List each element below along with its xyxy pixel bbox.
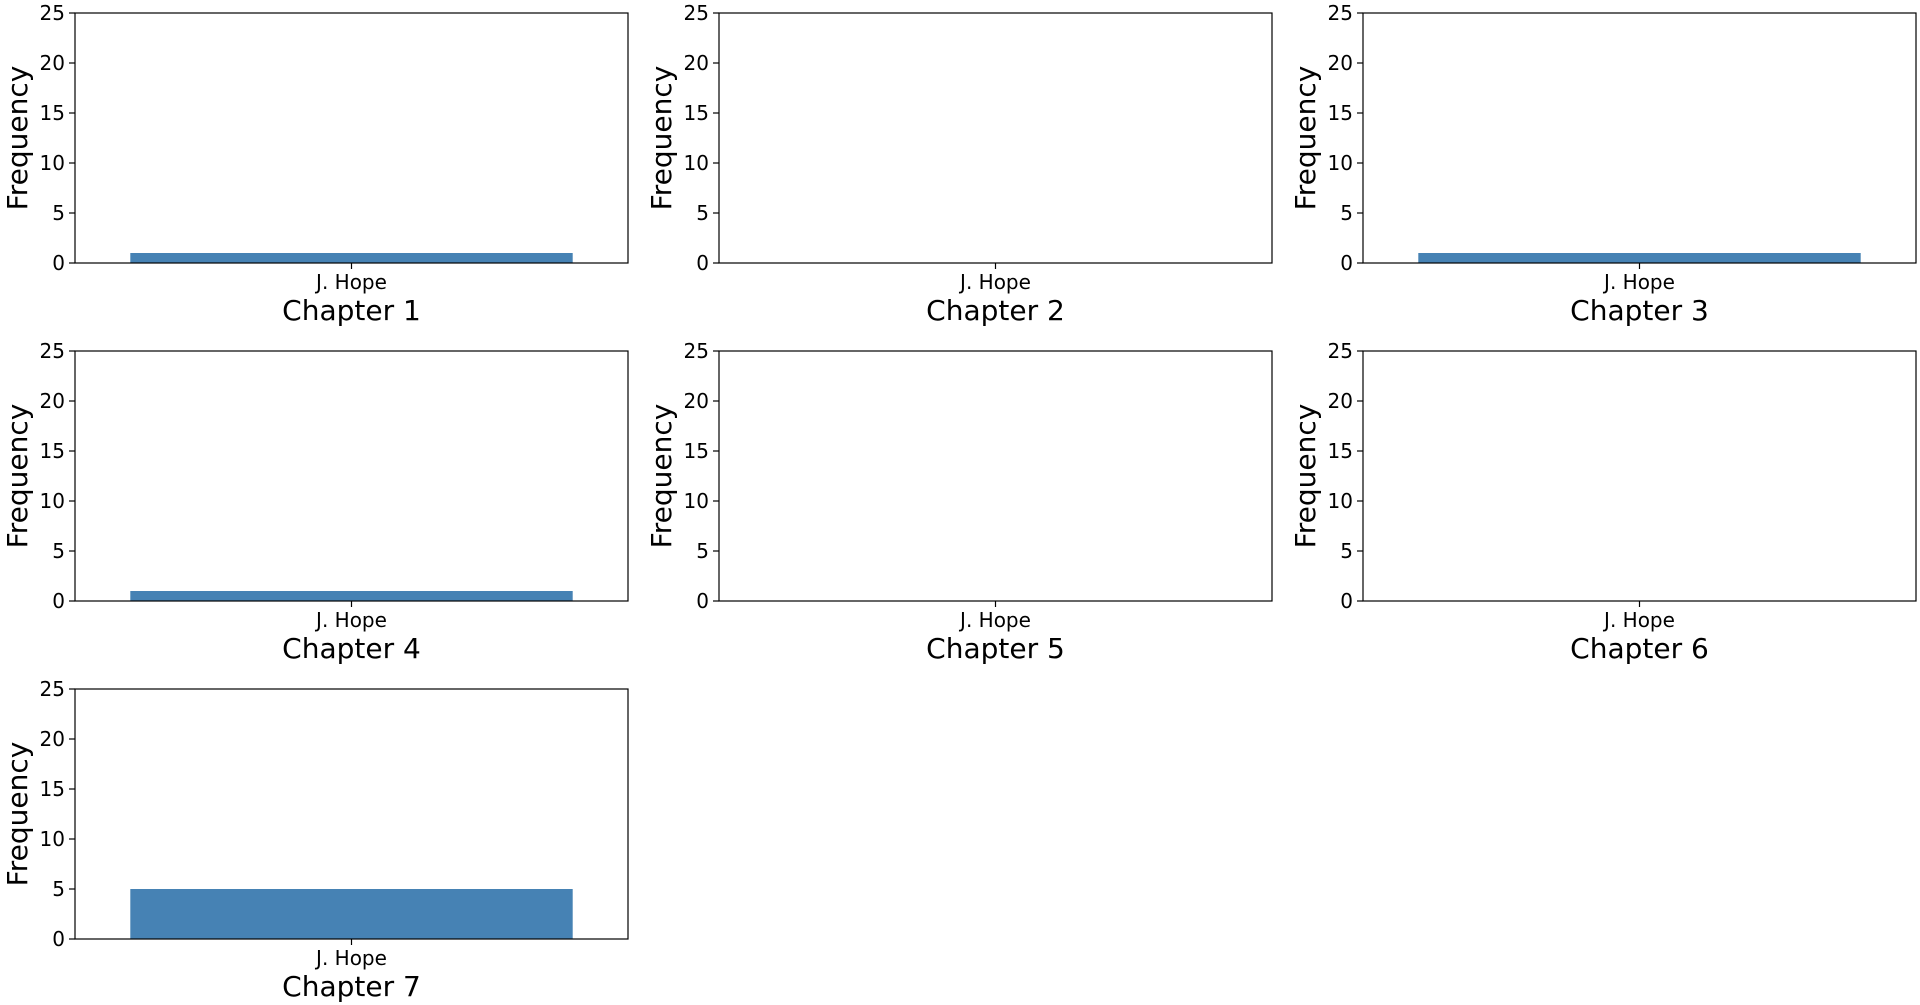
plot-frame-2 [718, 12, 1273, 264]
y-tick-label: 25 [1328, 1, 1353, 25]
plot-frame-5 [718, 350, 1273, 602]
y-tick-label: 5 [1340, 539, 1353, 563]
bar-j-hope-chapter-4 [130, 591, 573, 601]
y-tick-label: 5 [696, 539, 709, 563]
y-tick-label: 20 [40, 51, 65, 75]
x-axis-label-4: Chapter 4 [282, 632, 421, 665]
x-tick-label: J. Hope [958, 608, 1031, 632]
y-tick-label: 10 [40, 827, 65, 851]
y-tick-label: 0 [52, 251, 65, 275]
y-axis-label-3: Frequency [1289, 66, 1322, 211]
y-axis-label-2: Frequency [645, 66, 678, 211]
x-tick-label: J. Hope [314, 270, 387, 294]
y-axis-label-6: Frequency [1289, 404, 1322, 549]
x-tick-label: J. Hope [314, 608, 387, 632]
y-tick-label: 5 [52, 539, 65, 563]
x-axis-label-5: Chapter 5 [926, 632, 1065, 665]
x-axis-label-7: Chapter 7 [282, 970, 421, 1003]
y-tick-label: 15 [40, 777, 65, 801]
plot-frame-3 [1362, 12, 1917, 264]
y-tick-label: 10 [684, 489, 709, 513]
y-axis-label-1: Frequency [1, 66, 34, 211]
x-axis-label-1: Chapter 1 [282, 294, 421, 327]
y-axis-label-7: Frequency [1, 742, 34, 887]
x-tick-label: J. Hope [1602, 270, 1675, 294]
y-tick-label: 20 [684, 51, 709, 75]
y-tick-label: 15 [684, 101, 709, 125]
y-tick-label: 15 [1328, 101, 1353, 125]
bar-j-hope-chapter-3 [1418, 253, 1861, 263]
y-tick-label: 20 [40, 727, 65, 751]
y-tick-label: 5 [1340, 201, 1353, 225]
x-tick-label: J. Hope [958, 270, 1031, 294]
y-tick-label: 20 [1328, 51, 1353, 75]
y-tick-label: 10 [684, 151, 709, 175]
y-tick-label: 5 [52, 877, 65, 901]
y-axis-label-5: Frequency [645, 404, 678, 549]
y-axis-label-4: Frequency [1, 404, 34, 549]
y-tick-label: 10 [40, 489, 65, 513]
y-tick-label: 25 [40, 677, 65, 701]
y-tick-label: 10 [40, 151, 65, 175]
y-tick-label: 0 [696, 589, 709, 613]
y-tick-label: 15 [684, 439, 709, 463]
y-tick-label: 0 [52, 589, 65, 613]
y-tick-label: 5 [696, 201, 709, 225]
plot-frame-6 [1362, 350, 1917, 602]
y-tick-label: 25 [1328, 339, 1353, 363]
y-tick-label: 10 [1328, 151, 1353, 175]
y-tick-label: 25 [684, 339, 709, 363]
x-axis-label-2: Chapter 2 [926, 294, 1065, 327]
y-tick-label: 25 [40, 339, 65, 363]
plot-frame-1 [74, 12, 629, 264]
x-tick-label: J. Hope [1602, 608, 1675, 632]
bar-j-hope-chapter-1 [130, 253, 573, 263]
y-tick-label: 15 [40, 101, 65, 125]
y-tick-label: 20 [40, 389, 65, 413]
y-tick-label: 5 [52, 201, 65, 225]
y-tick-label: 15 [40, 439, 65, 463]
y-tick-label: 20 [1328, 389, 1353, 413]
x-tick-label: J. Hope [314, 946, 387, 970]
y-tick-label: 0 [52, 927, 65, 951]
x-axis-label-6: Chapter 6 [1570, 632, 1709, 665]
y-tick-label: 0 [696, 251, 709, 275]
y-tick-label: 0 [1340, 251, 1353, 275]
y-tick-label: 25 [684, 1, 709, 25]
plot-frame-4 [74, 350, 629, 602]
y-tick-label: 25 [40, 1, 65, 25]
y-tick-label: 20 [684, 389, 709, 413]
y-tick-label: 10 [1328, 489, 1353, 513]
y-tick-label: 15 [1328, 439, 1353, 463]
x-axis-label-3: Chapter 3 [1570, 294, 1709, 327]
bar-j-hope-chapter-7 [130, 889, 573, 939]
y-tick-label: 0 [1340, 589, 1353, 613]
